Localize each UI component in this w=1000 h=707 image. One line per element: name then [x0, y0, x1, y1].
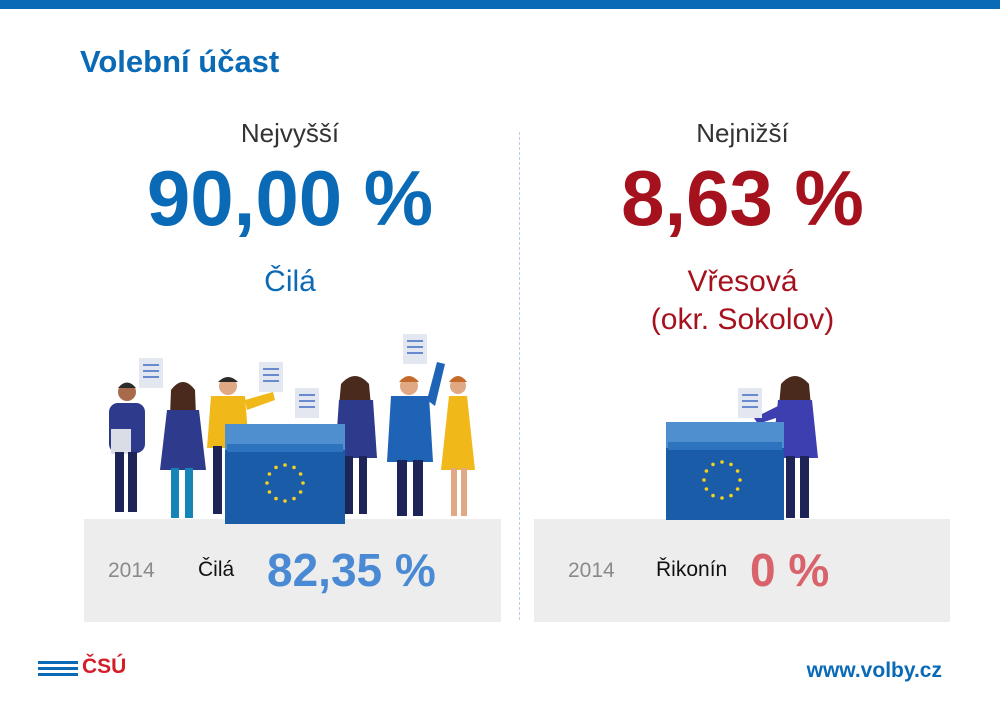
eu-stars-icon [265, 463, 305, 503]
highest-2014-panel: 2014 Čilá 82,35 % [84, 519, 501, 622]
voter-figure [441, 376, 475, 516]
voter-figure [109, 382, 145, 512]
highest-prev-value: 82,35 % [267, 544, 436, 596]
highest-place: Čilá [264, 265, 316, 298]
csu-logo-text: ČSÚ [82, 655, 127, 678]
page-title: Volební účast [80, 44, 280, 79]
ballot-box-icon [666, 422, 784, 520]
lowest-prev-value: 0 % [750, 544, 830, 596]
column-divider [519, 132, 520, 620]
highest-turnout-column: Nejvyšší 90,00 % Čilá [40, 118, 540, 301]
highest-label: Nejvyšší [240, 118, 340, 148]
voter-figure [295, 376, 377, 514]
voter-illustration [666, 376, 818, 520]
voters-illustration [109, 334, 475, 524]
lowest-place-district: (okr. Sokolov) [650, 302, 835, 336]
top-bar [0, 0, 1000, 9]
eu-stars-icon [702, 460, 742, 500]
voter-figure [139, 358, 206, 518]
lowest-prev-year: 2014 [568, 559, 615, 582]
ballot-box-icon [225, 424, 345, 524]
highest-value: 90,00 % [146, 154, 434, 242]
lowest-value: 8,63 % [621, 154, 864, 242]
highest-prev-year: 2014 [108, 559, 155, 582]
website-link[interactable]: www.volby.cz [806, 659, 942, 682]
lowest-2014-panel: 2014 Řikonín 0 % [534, 519, 950, 622]
lowest-place: Vřesová (okr. Sokolov) [515, 263, 970, 338]
lowest-place-name: Vřesová [687, 265, 798, 298]
lowest-turnout-column: Nejnižší 8,63 % Vřesová (okr. Sokolov) [515, 118, 970, 338]
csu-logo-icon [38, 661, 78, 676]
highest-prev-place: Čilá [198, 558, 235, 581]
lowest-label: Nejnižší [696, 118, 789, 148]
lowest-prev-place: Řikonín [656, 558, 728, 581]
voter-figure [387, 334, 445, 516]
